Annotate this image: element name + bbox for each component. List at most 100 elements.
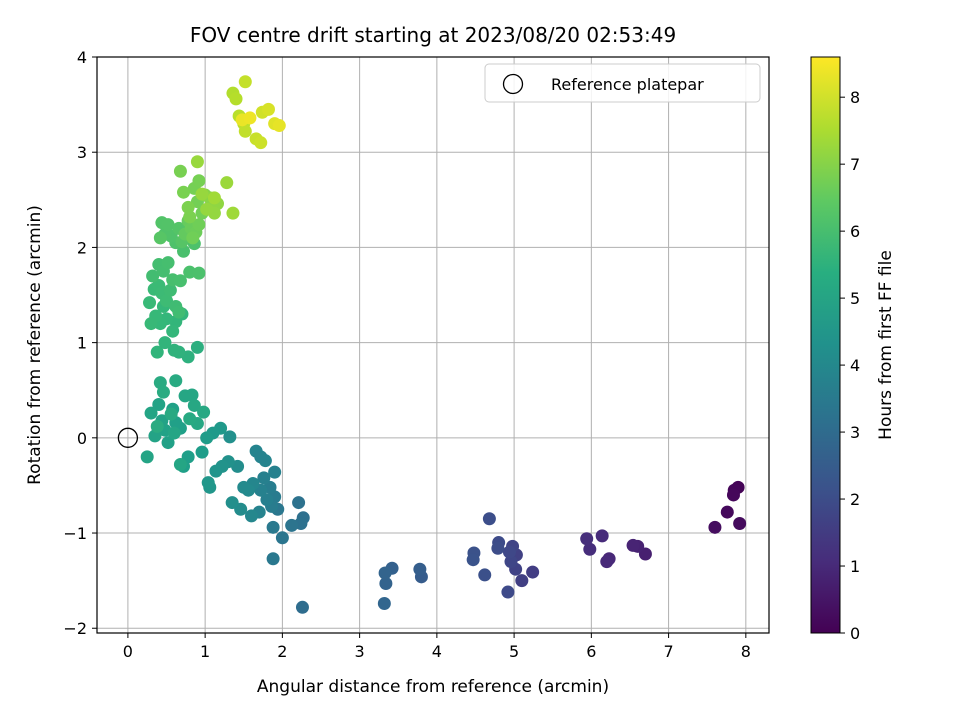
- data-point: [187, 398, 201, 412]
- data-point: [192, 174, 206, 188]
- colorbar-ticks: 0 1 2 3 4 5 6 7 8: [840, 88, 860, 643]
- data-point: [583, 542, 597, 556]
- chart-title: FOV centre drift starting at 2023/08/20 …: [190, 23, 676, 47]
- data-point: [173, 274, 187, 288]
- data-point: [261, 102, 275, 116]
- legend-box: [484, 63, 761, 103]
- data-point: [156, 385, 170, 399]
- colorbar-gradient: [810, 56, 841, 634]
- data-point: [209, 464, 223, 478]
- data-point: [143, 296, 157, 310]
- data-point: [526, 565, 540, 579]
- data-point: [183, 412, 197, 426]
- data-point: [466, 553, 480, 567]
- data-point: [167, 426, 181, 440]
- data-point: [169, 374, 183, 388]
- data-point: [166, 324, 180, 338]
- colorbar: 0 1 2 3 4 5 6 7 8 Hours from first FF file: [810, 56, 896, 643]
- data-point: [254, 136, 268, 150]
- data-point: [163, 283, 177, 297]
- data-point: [378, 566, 392, 580]
- legend: Reference platepar: [484, 63, 761, 103]
- data-point: [268, 465, 282, 479]
- colorbar-tick-label: 6: [850, 222, 860, 241]
- data-point: [379, 576, 393, 590]
- plot-frame: [96, 56, 770, 634]
- data-point: [172, 305, 186, 319]
- data-point: [244, 509, 258, 523]
- data-point: [708, 520, 722, 534]
- data-point: [185, 388, 199, 402]
- data-point: [260, 493, 274, 507]
- data-point: [161, 218, 175, 232]
- colorbar-tick-label: 4: [850, 356, 860, 375]
- data-point: [173, 457, 187, 471]
- data-point: [292, 496, 306, 510]
- data-point: [152, 398, 166, 412]
- data-point: [595, 529, 609, 543]
- y-tick-label: 2: [77, 238, 87, 257]
- data-point: [161, 436, 175, 450]
- data-point: [161, 256, 175, 270]
- reference-marker: [117, 427, 139, 448]
- data-point: [229, 92, 243, 106]
- data-point: [478, 568, 492, 582]
- data-point: [197, 405, 211, 419]
- data-point: [223, 430, 237, 444]
- data-point: [186, 231, 200, 245]
- data-point: [266, 520, 280, 534]
- x-tick-label: 4: [432, 642, 442, 661]
- scatter-points: [140, 75, 747, 614]
- x-axis-label: Angular distance from reference (arcmin): [257, 677, 609, 697]
- data-point: [733, 517, 747, 531]
- data-point: [190, 340, 204, 354]
- data-point: [153, 231, 167, 245]
- data-point: [195, 445, 209, 459]
- data-point: [720, 505, 734, 519]
- data-point: [238, 75, 252, 89]
- y-tick-label: 0: [77, 429, 87, 448]
- x-tick-label: 1: [200, 642, 210, 661]
- y-axis-label: Rotation from reference (arcmin): [25, 205, 45, 485]
- data-point: [285, 518, 299, 532]
- data-point: [413, 562, 427, 576]
- data-point: [181, 200, 195, 214]
- data-point: [164, 407, 178, 421]
- data-point: [150, 345, 164, 359]
- data-point: [225, 496, 239, 510]
- x-tick-label: 3: [355, 642, 365, 661]
- data-point: [243, 111, 257, 125]
- data-point: [207, 191, 221, 205]
- data-point: [167, 343, 181, 357]
- data-point: [275, 531, 289, 545]
- data-point: [626, 538, 640, 552]
- data-point: [160, 294, 174, 308]
- data-point: [502, 545, 516, 559]
- data-point: [726, 488, 740, 502]
- data-point: [146, 269, 160, 283]
- x-tick-label: 8: [741, 642, 751, 661]
- data-point: [580, 532, 594, 546]
- data-point: [515, 574, 529, 588]
- data-point: [200, 431, 214, 445]
- data-point: [150, 419, 164, 433]
- data-point: [295, 600, 309, 614]
- colorbar-label: Hours from first FF file: [876, 250, 896, 440]
- data-point: [237, 480, 251, 494]
- colorbar-tick-label: 2: [850, 490, 860, 509]
- colorbar-tick-label: 5: [850, 289, 860, 308]
- data-point: [192, 266, 206, 280]
- legend-entry: Reference platepar: [551, 75, 704, 94]
- data-point: [173, 164, 187, 178]
- x-tick-label: 2: [277, 642, 287, 661]
- data-point: [144, 406, 158, 420]
- data-point: [491, 541, 505, 555]
- data-point: [272, 119, 286, 133]
- data-point: [220, 176, 234, 190]
- reference-platepar-point: [117, 427, 139, 448]
- data-point: [158, 336, 172, 350]
- data-point: [195, 187, 209, 201]
- data-point: [482, 512, 496, 526]
- data-point: [600, 555, 614, 569]
- data-point: [266, 552, 280, 566]
